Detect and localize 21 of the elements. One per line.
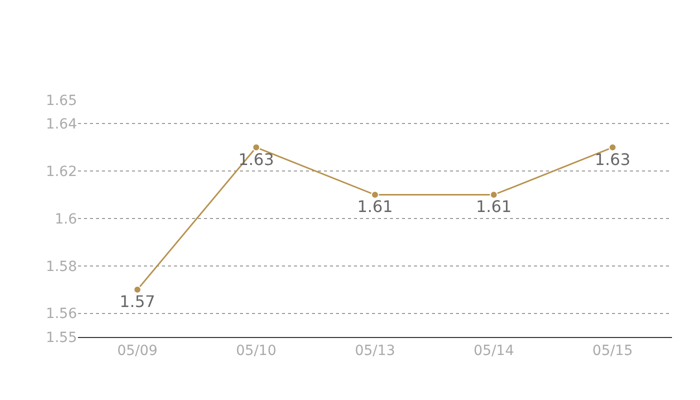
y-tick-label: 1.58 <box>46 258 77 275</box>
point <box>252 143 260 152</box>
x-tick-label: 05/09 <box>117 342 158 359</box>
x-tick-label: 05/15 <box>592 342 633 359</box>
data-label: 1.61 <box>476 197 512 216</box>
x-tick-label: 05/10 <box>236 342 276 359</box>
y-tick-label: 1.64 <box>46 116 78 133</box>
x-tick-label: 05/13 <box>354 342 396 359</box>
data-label: 1.57 <box>120 292 156 311</box>
data-label: 1.61 <box>357 197 393 216</box>
point <box>133 286 142 294</box>
y-tick-label: 1.6 <box>54 211 78 228</box>
data-label: 1.63 <box>594 150 630 169</box>
point <box>490 190 498 199</box>
point <box>371 190 379 199</box>
y-tick-label: 1.56 <box>46 306 78 322</box>
y-tick-label: 1.65 <box>46 92 77 109</box>
point <box>608 143 617 152</box>
y-tick-label: 1.55 <box>46 330 77 346</box>
x-tick-label: 05/14 <box>474 342 514 359</box>
y-tick-label: 1.62 <box>46 164 77 180</box>
